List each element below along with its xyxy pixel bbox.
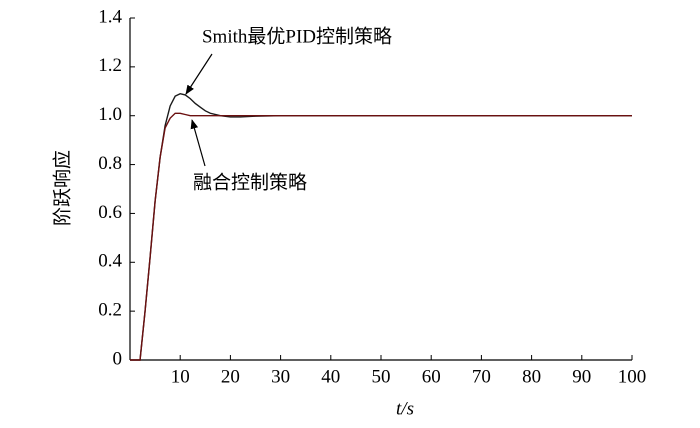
y-tick-label: 1.0 bbox=[98, 104, 122, 125]
series-line bbox=[130, 112, 632, 361]
x-axis-label: t/s bbox=[396, 398, 414, 419]
x-tick-label: 20 bbox=[221, 366, 240, 387]
x-tick-label: 50 bbox=[372, 366, 391, 387]
series-line bbox=[130, 92, 632, 361]
x-tick-label: 80 bbox=[522, 366, 541, 387]
y-tick-label: 0.2 bbox=[98, 300, 122, 321]
x-tick-label: 10 bbox=[171, 366, 190, 387]
x-tick-label: 40 bbox=[321, 366, 340, 387]
x-tick-label: 30 bbox=[271, 366, 290, 387]
x-tick-label: 60 bbox=[422, 366, 441, 387]
annotation: 融合控制策略 bbox=[193, 171, 307, 193]
annotation: Smith最优PID控制策略 bbox=[202, 25, 392, 47]
x-tick-label: 90 bbox=[572, 366, 591, 387]
y-tick-label: 0.6 bbox=[98, 202, 122, 223]
y-tick-label: 0 bbox=[113, 348, 123, 369]
y-tick-label: 1.2 bbox=[98, 55, 122, 76]
annotation-arrow bbox=[185, 53, 213, 95]
annotation-arrow bbox=[190, 119, 206, 167]
y-axis-label: 阶跃响应 bbox=[51, 150, 73, 226]
x-tick-label: 100 bbox=[618, 366, 647, 387]
x-tick-label: 70 bbox=[472, 366, 491, 387]
y-tick-label: 0.4 bbox=[98, 251, 122, 272]
y-tick-label: 1.4 bbox=[98, 6, 122, 27]
y-tick-label: 0.8 bbox=[98, 153, 122, 174]
